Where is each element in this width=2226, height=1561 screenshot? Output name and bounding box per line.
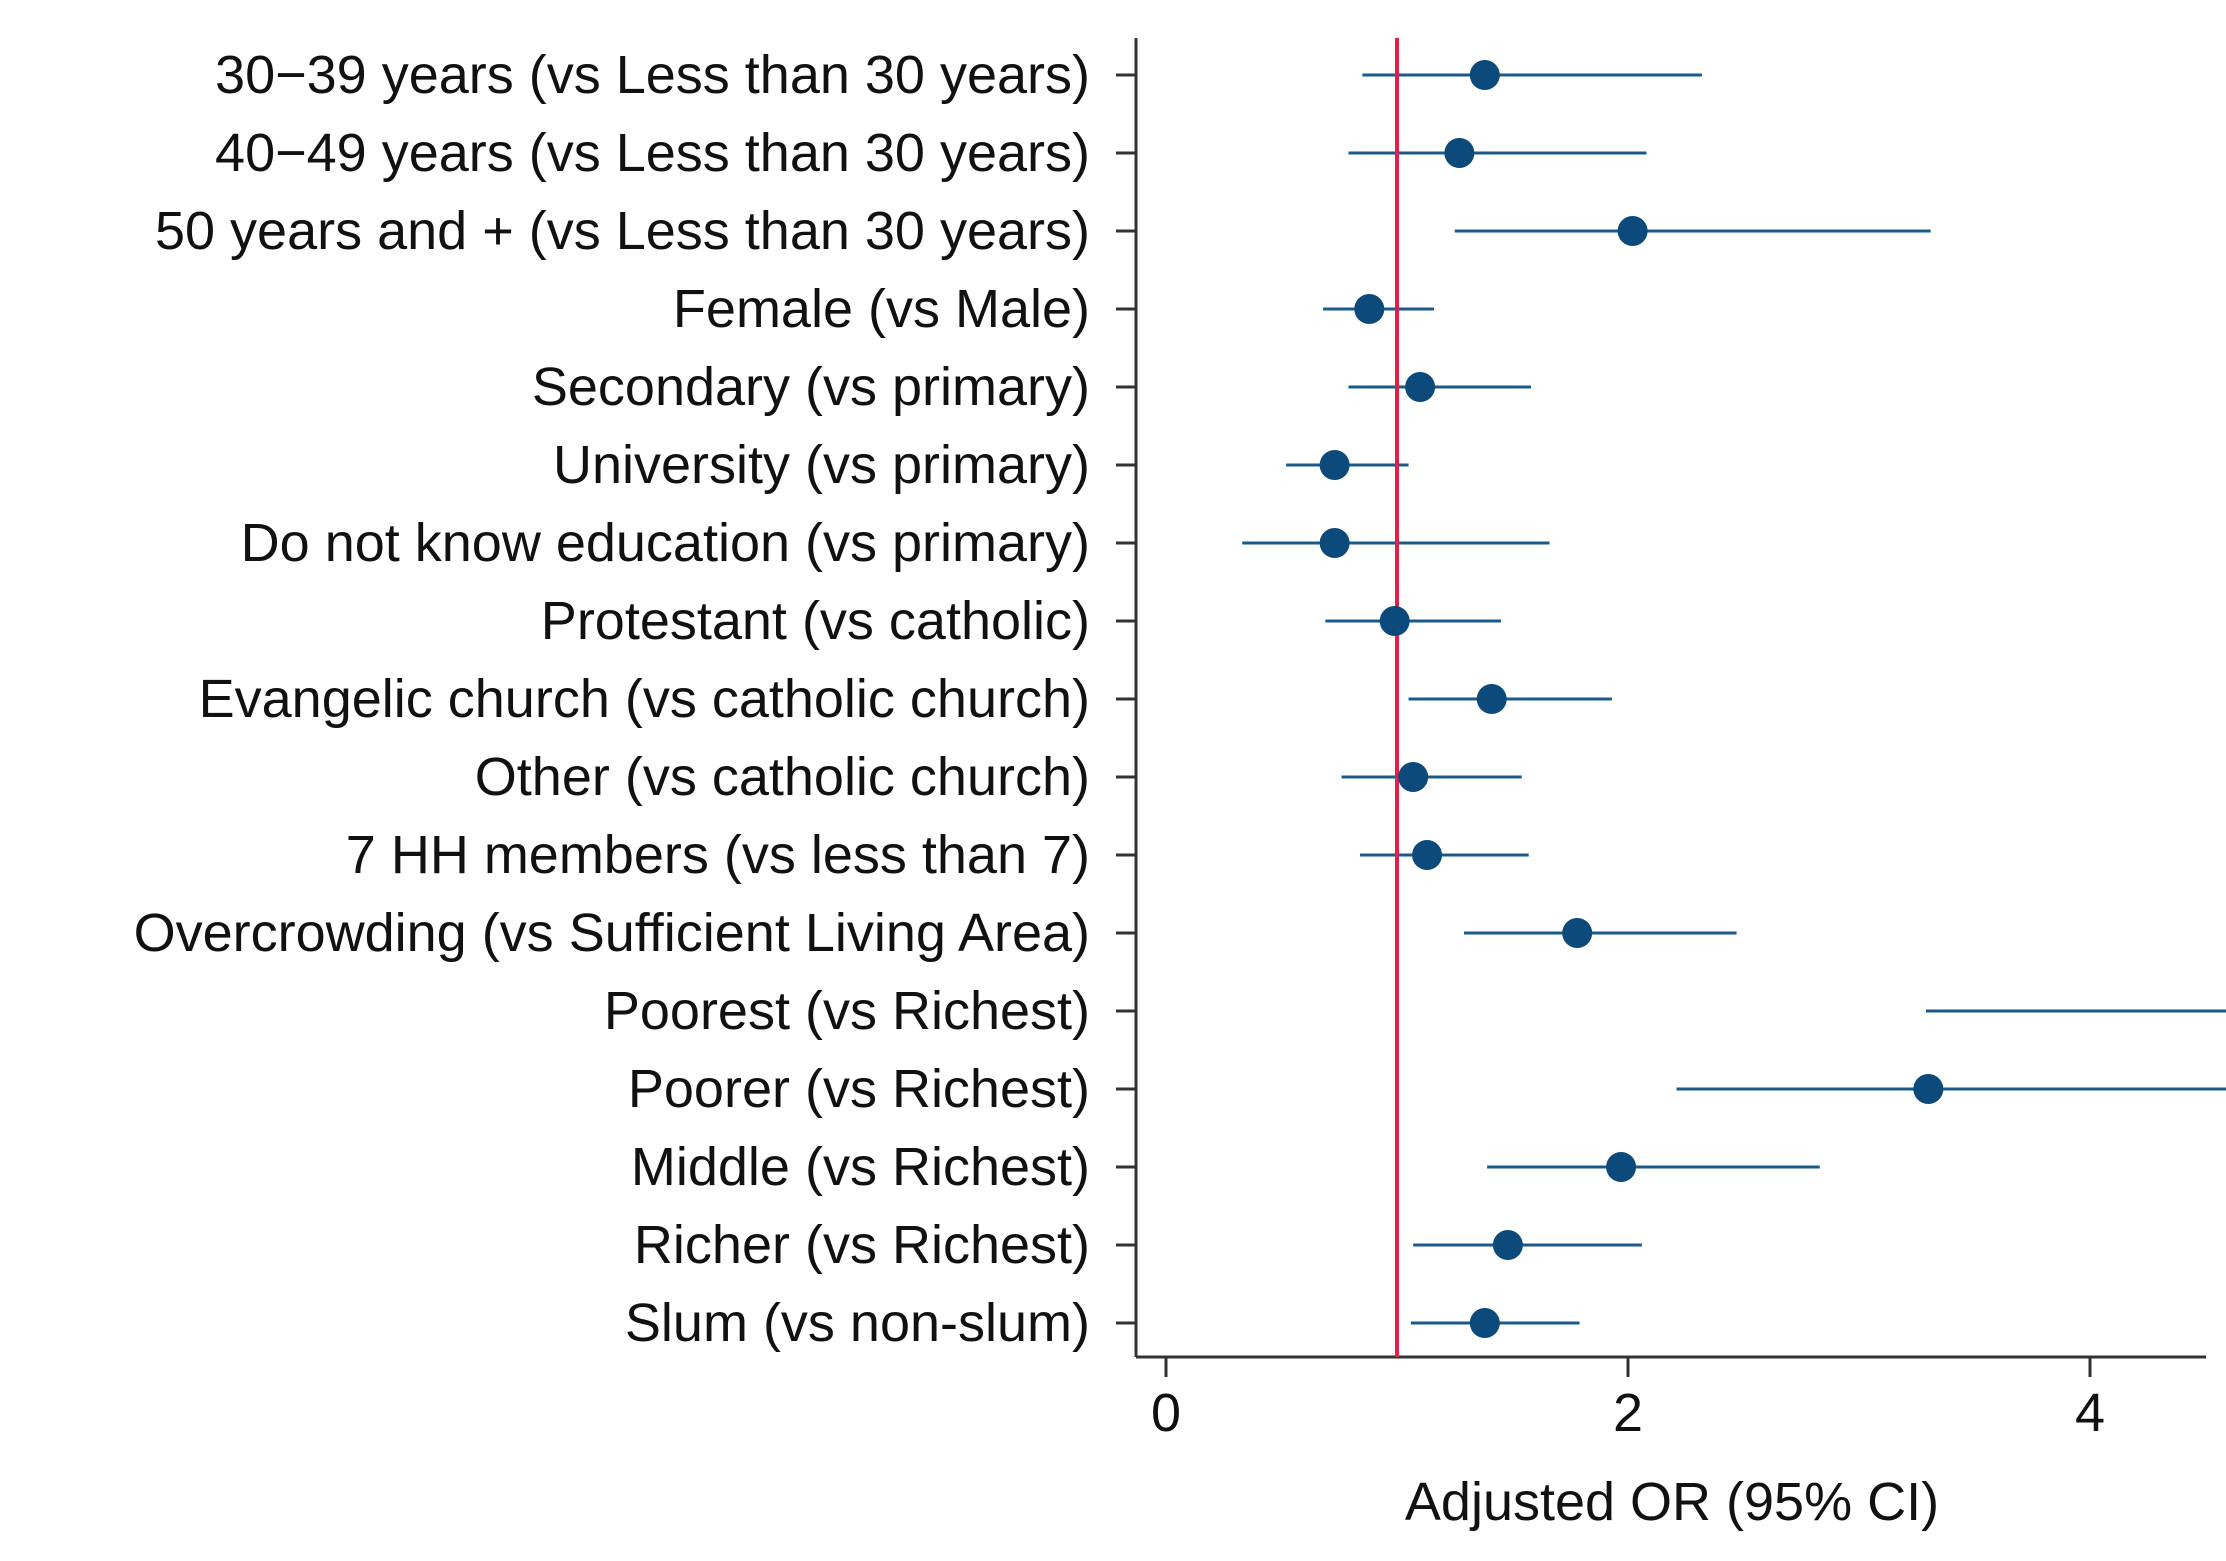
point-estimate	[1476, 684, 1507, 714]
category-label: University (vs primary)	[553, 435, 1090, 495]
category-label: 50 years and + (vs Less than 30 years)	[155, 201, 1090, 261]
category-label: Poorest (vs Richest)	[604, 981, 1090, 1041]
point-estimate	[1469, 60, 1500, 90]
point-estimate	[1606, 1152, 1637, 1182]
category-label: Protestant (vs catholic)	[541, 591, 1090, 651]
point-estimate	[1469, 1308, 1500, 1338]
category-label: Slum (vs non-slum)	[625, 1293, 1090, 1353]
x-tick-label: 2	[1613, 1383, 1643, 1443]
point-estimate	[1405, 372, 1436, 402]
point-estimate	[1379, 606, 1410, 636]
category-label: Do not know education (vs primary)	[241, 513, 1090, 573]
category-label: Evangelic church (vs catholic church)	[199, 669, 1090, 729]
confidence-intervals	[1242, 73, 2226, 1325]
x-tick-label: 4	[2075, 1383, 2105, 1443]
point-estimate	[1444, 138, 1475, 168]
point-estimate	[1354, 294, 1385, 324]
point-estimate	[1412, 840, 1443, 870]
category-label: 40−49 years (vs Less than 30 years)	[215, 123, 1090, 183]
category-label: Secondary (vs primary)	[532, 357, 1090, 417]
point-estimates	[1319, 60, 1944, 1338]
category-label: 7 HH members (vs less than 7)	[346, 825, 1090, 885]
x-axis-title: Adjusted OR (95% CI)	[1405, 1472, 1939, 1532]
point-estimate	[1562, 918, 1593, 948]
y-axis-ticks	[1116, 73, 1136, 1325]
point-estimate	[1913, 1074, 1944, 1104]
category-label: Overcrowding (vs Sufficient Living Area)	[134, 903, 1090, 963]
point-estimate	[1492, 1230, 1523, 1260]
category-labels: 30−39 years (vs Less than 30 years) 40−49…	[134, 45, 1090, 1353]
point-estimate	[1398, 762, 1429, 792]
category-label: Middle (vs Richest)	[631, 1137, 1090, 1197]
point-estimate	[1617, 216, 1648, 246]
x-axis-ticks: 02468	[1151, 1357, 2105, 1443]
category-label: Other (vs catholic church)	[475, 747, 1090, 807]
point-estimate	[1319, 528, 1350, 558]
x-tick-label: 0	[1151, 1383, 1181, 1443]
category-label: Richer (vs Richest)	[634, 1215, 1090, 1275]
point-estimate	[1319, 450, 1350, 480]
category-label: Female (vs Male)	[673, 279, 1090, 339]
category-label: 30−39 years (vs Less than 30 years)	[215, 45, 1090, 105]
category-label: Poorer (vs Richest)	[628, 1059, 1090, 1119]
